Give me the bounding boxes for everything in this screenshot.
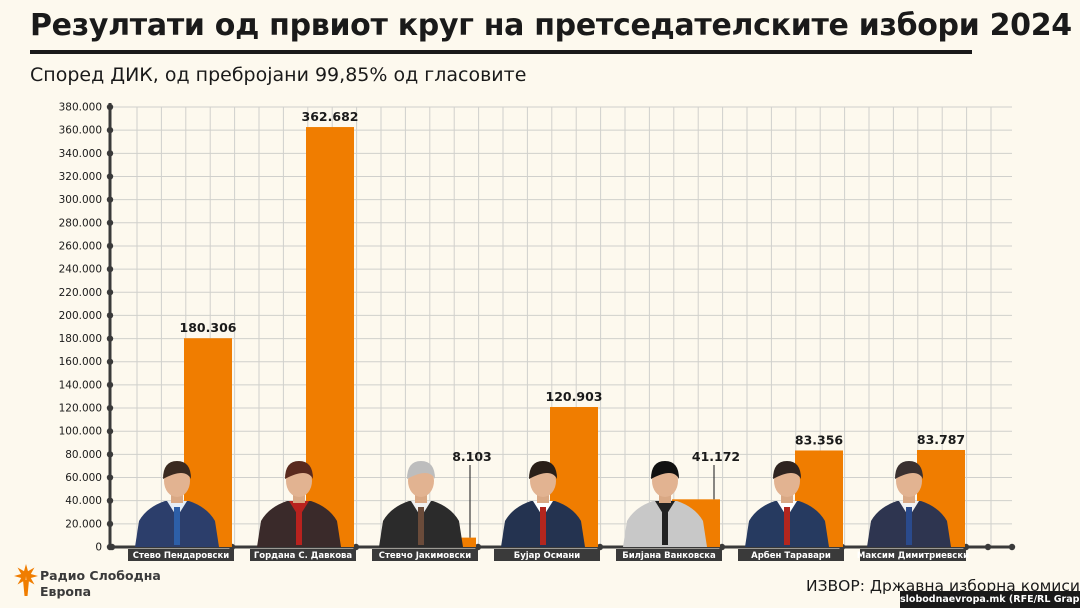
y-tick-label: 140.000	[59, 379, 102, 391]
bar	[306, 127, 354, 547]
value-label: 83.787	[917, 432, 965, 447]
y-tick-label: 360.000	[59, 125, 102, 137]
y-tick-label: 320.000	[59, 171, 102, 183]
y-tick-label: 60.000	[65, 472, 102, 484]
logo-name-line2: Европа	[40, 584, 92, 599]
category-label: Максим Димитриевски	[857, 551, 969, 561]
candidate-photos	[135, 461, 951, 547]
candidate-photo-icon	[379, 461, 463, 547]
y-tick-label: 100.000	[59, 426, 102, 438]
value-labels: 180.306 362.682 8.103 120.903 41.172 83.356 83…	[180, 109, 965, 538]
category-label-box	[738, 549, 844, 561]
y-tick-label: 20.000	[65, 518, 102, 530]
y-axis-dot	[106, 497, 114, 504]
source-note: ИЗВОР: Државна изборна комисија	[806, 577, 1080, 595]
category-label: Билјана Ванковска	[622, 550, 716, 561]
y-axis-dot	[106, 381, 114, 389]
candidate-photo-icon	[501, 461, 585, 547]
y-axis-dot	[106, 335, 114, 342]
title-underline	[30, 50, 972, 54]
rfe-logo-icon	[14, 564, 38, 596]
y-tick-label: 380.000	[59, 102, 102, 114]
value-label: 180.306	[180, 320, 237, 335]
bars	[184, 127, 965, 547]
category-label: Стевчо Јакимовски	[379, 551, 472, 561]
y-tick-label: 120.000	[59, 403, 102, 415]
category-label-box	[616, 549, 722, 561]
y-axis-dot	[106, 451, 114, 458]
category-label-box	[860, 549, 966, 561]
value-label: 83.356	[795, 432, 844, 447]
value-label: 41.172	[692, 449, 740, 464]
x-axis-dot	[984, 543, 992, 551]
y-axis: 0 20.000 40.000 60.000 80.000 100.000 120.000 1…	[59, 102, 1016, 554]
value-label: 120.903	[546, 389, 603, 404]
value-label: 362.682	[302, 109, 359, 124]
y-tick-label: 340.000	[59, 148, 102, 160]
y-axis-dot	[106, 219, 114, 226]
logo-name-line1: Радио Слободна	[40, 568, 161, 583]
x-axis-labels: Стево Пендаровски Гордана С. Давкова Стевч…	[128, 549, 969, 561]
candidate-photo-icon	[135, 461, 219, 547]
y-tick-label: 240.000	[59, 264, 102, 276]
y-tick-label: 40.000	[65, 495, 102, 507]
y-tick-label: 260.000	[59, 240, 102, 252]
y-axis-dot	[106, 126, 114, 134]
x-axis-dot	[474, 543, 482, 551]
x-axis-dot	[352, 543, 360, 551]
y-tick-label: 0	[95, 542, 102, 554]
y-axis-dot	[106, 312, 114, 319]
y-axis-dot	[106, 173, 114, 180]
x-axis-dot	[596, 543, 604, 551]
y-tick-label: 280.000	[59, 217, 102, 229]
category-label: Арбен Таравари	[751, 550, 831, 561]
y-axis-dot	[106, 150, 114, 157]
y-tick-label: 160.000	[59, 356, 102, 368]
y-axis-dot	[106, 265, 114, 273]
category-label: Бујар Османи	[514, 550, 581, 561]
y-tick-label: 80.000	[65, 449, 102, 461]
credit-label: slobodnaevropa.mk (RFE/RL Graphics)	[900, 591, 1080, 608]
candidate-photo-icon	[623, 461, 707, 547]
category-label-box	[372, 549, 478, 561]
y-axis-dot	[106, 196, 114, 203]
y-axis-dot	[106, 404, 114, 412]
category-label-box	[250, 549, 356, 561]
category-label-box	[494, 549, 600, 561]
y-tick-label: 300.000	[59, 194, 102, 206]
y-axis-dot	[106, 242, 114, 250]
y-axis-dot	[106, 520, 114, 528]
chart-title: Резултати од првиот круг на претседателс…	[30, 8, 1072, 43]
y-axis-dot	[106, 428, 114, 435]
y-axis-dot	[106, 289, 114, 296]
chart-subtitle: Според ДИК, од пребројани 99,85% од глас…	[30, 64, 527, 86]
y-tick-label: 200.000	[59, 310, 102, 322]
x-axis-dot	[108, 543, 116, 551]
y-tick-label: 180.000	[59, 333, 102, 345]
y-axis-dot	[106, 474, 114, 481]
candidate-photo-icon	[745, 461, 829, 547]
category-label: Стево Пендаровски	[133, 551, 230, 561]
y-axis-dot	[106, 358, 114, 365]
candidate-photo-icon	[867, 461, 951, 547]
x-axis-dot	[718, 543, 726, 551]
value-label: 8.103	[452, 449, 492, 464]
category-label: Гордана С. Давкова	[254, 551, 353, 561]
candidate-photo-icon	[257, 461, 341, 547]
y-axis-dot	[106, 103, 114, 111]
category-label-box	[128, 549, 234, 561]
x-axis-dot	[1008, 543, 1016, 551]
y-tick-label: 220.000	[59, 287, 102, 299]
